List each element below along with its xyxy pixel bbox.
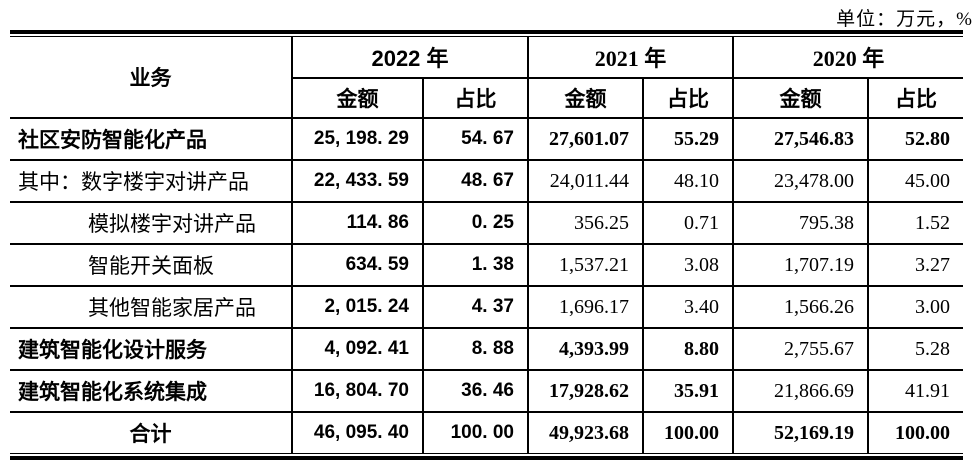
cell-amount-2021: 1,537.21 (527, 243, 644, 287)
cell-ratio-2021: 55.29 (641, 117, 735, 161)
table-row: 其他智能家居产品 2, 015. 24 4. 37 1,696.17 3.40 … (10, 285, 964, 329)
table-row: 其中：数字楼宇对讲产品 22, 433. 59 48. 67 24,011.44… (10, 159, 964, 203)
row-label: 建筑智能化设计服务 (10, 327, 293, 371)
row-label: 社区安防智能化产品 (10, 117, 293, 161)
cell-ratio-2022: 8. 88 (422, 327, 529, 371)
cell-amount-2020: 1,566.26 (732, 285, 870, 329)
column-header-ratio-2020: 占比 (867, 77, 964, 119)
cell-amount-2022: 25, 198. 29 (291, 117, 424, 161)
cell-amount-2021: 356.25 (527, 201, 644, 245)
cell-ratio-2022: 1. 38 (422, 243, 529, 287)
table-bottom-rule-thick (10, 456, 963, 460)
cell-amount-2020: 795.38 (732, 201, 870, 245)
cell-ratio-2022: 48. 67 (422, 159, 529, 203)
column-header-amount-2021: 金额 (527, 77, 644, 119)
cell-amount-2020: 21,866.69 (732, 369, 870, 413)
cell-amount-2021: 4,393.99 (527, 327, 644, 371)
table-row: 模拟楼宇对讲产品 114. 86 0. 25 356.25 0.71 795.3… (10, 201, 964, 245)
row-label: 建筑智能化系统集成 (10, 369, 293, 413)
cell-ratio-2021: 8.80 (641, 327, 735, 371)
cell-amount-2020: 27,546.83 (732, 117, 870, 161)
cell-ratio-2020: 45.00 (867, 159, 964, 203)
row-label-total: 合计 (10, 411, 293, 453)
cell-amount-2022: 2, 015. 24 (291, 285, 424, 329)
cell-ratio-2021: 3.40 (641, 285, 735, 329)
column-header-year-2022: 2022 年 (291, 37, 529, 79)
cell-ratio-2021: 0.71 (641, 201, 735, 245)
cell-amount-2021: 17,928.62 (527, 369, 644, 413)
cell-ratio-2021: 100.00 (641, 411, 735, 453)
table-top-rule-thin (10, 36, 963, 37)
cell-ratio-2020: 3.27 (867, 243, 964, 287)
cell-ratio-2022: 0. 25 (422, 201, 529, 245)
header-row-subcolumns: 金额 占比 金额 占比 金额 占比 (10, 77, 964, 119)
table-bottom-rule-thin (10, 453, 963, 454)
cell-ratio-2022: 100. 00 (422, 411, 529, 453)
cell-amount-2022: 4, 092. 41 (291, 327, 424, 371)
column-header-ratio-2022: 占比 (422, 77, 529, 119)
cell-amount-2020: 1,707.19 (732, 243, 870, 287)
cell-ratio-2021: 3.08 (641, 243, 735, 287)
cell-amount-2022: 46, 095. 40 (291, 411, 424, 453)
column-header-ratio-2021: 占比 (641, 77, 735, 119)
cell-amount-2022: 114. 86 (291, 201, 424, 245)
cell-amount-2021: 1,696.17 (527, 285, 644, 329)
cell-ratio-2020: 3.00 (867, 285, 964, 329)
table-row-total: 合计 46, 095. 40 100. 00 49,923.68 100.00 … (10, 411, 964, 453)
row-label: 其中：数字楼宇对讲产品 (10, 159, 293, 203)
table-header: 业务 2022 年 2021 年 2020 年 金额 占比 金额 占比 金额 占… (10, 37, 964, 119)
cell-ratio-2021: 35.91 (641, 369, 735, 413)
cell-amount-2020: 52,169.19 (732, 411, 870, 453)
row-label: 其他智能家居产品 (10, 285, 293, 329)
cell-ratio-2020: 52.80 (867, 117, 964, 161)
cell-ratio-2020: 41.91 (867, 369, 964, 413)
revenue-breakdown-table: 业务 2022 年 2021 年 2020 年 金额 占比 金额 占比 金额 占… (10, 37, 964, 453)
header-row-years: 业务 2022 年 2021 年 2020 年 (10, 37, 964, 119)
cell-amount-2021: 27,601.07 (527, 117, 644, 161)
unit-note: 单位：万元，% (836, 9, 973, 30)
column-header-amount-2022: 金额 (291, 77, 424, 119)
table-row: 智能开关面板 634. 59 1. 38 1,537.21 3.08 1,707… (10, 243, 964, 287)
table-body: 社区安防智能化产品 25, 198. 29 54. 67 27,601.07 5… (10, 117, 964, 453)
row-label: 模拟楼宇对讲产品 (10, 201, 293, 245)
cell-ratio-2020: 5.28 (867, 327, 964, 371)
column-header-year-2020: 2020 年 (732, 37, 964, 79)
table-row: 建筑智能化系统集成 16, 804. 70 36. 46 17,928.62 3… (10, 369, 964, 413)
cell-amount-2021: 49,923.68 (527, 411, 644, 453)
table-top-rule-thick (10, 30, 963, 34)
cell-amount-2020: 2,755.67 (732, 327, 870, 371)
cell-amount-2022: 634. 59 (291, 243, 424, 287)
table-row: 建筑智能化设计服务 4, 092. 41 8. 88 4,393.99 8.80… (10, 327, 964, 371)
cell-ratio-2020: 1.52 (867, 201, 964, 245)
column-header-amount-2020: 金额 (732, 77, 870, 119)
cell-amount-2022: 22, 433. 59 (291, 159, 424, 203)
cell-ratio-2022: 54. 67 (422, 117, 529, 161)
cell-ratio-2022: 4. 37 (422, 285, 529, 329)
column-header-year-2021: 2021 年 (526, 37, 735, 79)
cell-ratio-2020: 100.00 (867, 411, 964, 453)
cell-ratio-2021: 48.10 (641, 159, 735, 203)
cell-amount-2021: 24,011.44 (527, 159, 644, 203)
cell-ratio-2022: 36. 46 (422, 369, 529, 413)
cell-amount-2022: 16, 804. 70 (291, 369, 424, 413)
column-header-business: 业务 (10, 37, 293, 119)
row-label: 智能开关面板 (10, 243, 293, 287)
table-row: 社区安防智能化产品 25, 198. 29 54. 67 27,601.07 5… (10, 117, 964, 161)
cell-amount-2020: 23,478.00 (732, 159, 870, 203)
